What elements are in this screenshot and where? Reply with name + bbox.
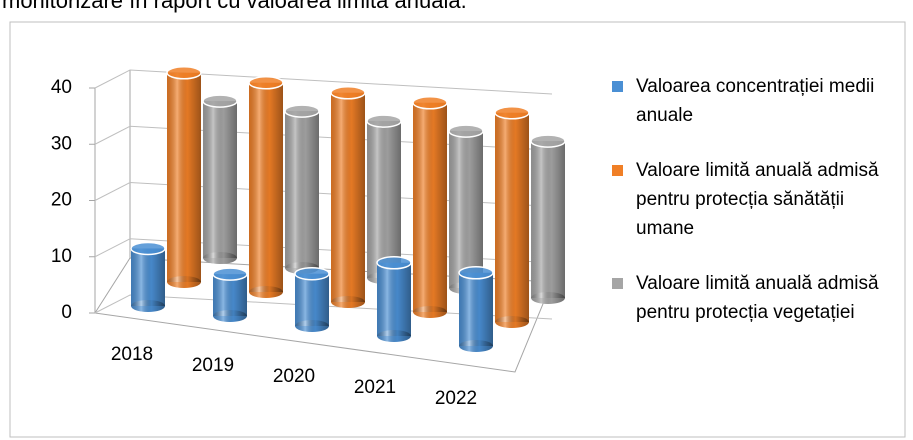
caption: monitorizare în raport cu valoarea limit… <box>2 0 467 13</box>
cylinder-top <box>166 66 202 80</box>
x-tick-label: 2022 <box>435 388 477 409</box>
cylinder-top <box>376 256 412 270</box>
y-tick-label: 10 <box>51 246 72 267</box>
cylinder-shade <box>331 92 365 302</box>
cylinder-shade <box>249 82 283 292</box>
cylinder <box>248 76 284 298</box>
chart-border <box>9 21 906 438</box>
legend-swatch <box>612 165 623 176</box>
y-tick-label: 30 <box>51 133 72 154</box>
cylinder-shade <box>495 112 529 322</box>
legend-item: Valoarea concentrației medii anuale <box>612 72 887 130</box>
grid-line <box>94 238 553 264</box>
cylinder <box>166 66 202 288</box>
cylinder-shade <box>459 272 493 346</box>
cylinder <box>212 267 248 322</box>
cylinder <box>376 256 412 342</box>
x-tick-label: 2020 <box>273 366 315 387</box>
cylinder <box>130 241 166 312</box>
cylinder <box>294 266 330 332</box>
cylinder-shade <box>213 274 247 316</box>
cylinder-top <box>130 241 166 256</box>
cylinder <box>458 266 494 352</box>
y-tick-label: 20 <box>51 190 72 211</box>
legend-item: Valoare limită anuală admisă pentru prot… <box>612 269 887 327</box>
cylinder-top <box>294 266 330 281</box>
legend-label: Valoare limită anuală admisă pentru prot… <box>636 273 879 323</box>
cylinder-top <box>330 86 366 100</box>
cylinder <box>412 96 448 318</box>
cylinder-shade <box>295 273 329 326</box>
legend-swatch <box>612 81 623 92</box>
legend-item: Valoare limită anuală admisă pentru prot… <box>612 156 887 243</box>
cylinder-shade <box>413 102 447 312</box>
cylinder <box>202 94 238 264</box>
cylinder-top <box>494 106 530 120</box>
cylinder <box>494 106 530 328</box>
cylinder-shade <box>131 248 165 306</box>
cylinder-top <box>202 94 238 108</box>
grid-line <box>94 125 553 151</box>
legend: Valoarea concentrației medii anuale Valoa… <box>612 72 887 353</box>
legend-label: Valoarea concentrației medii anuale <box>636 76 875 126</box>
cylinder <box>330 86 366 308</box>
grid-line <box>94 69 553 95</box>
grid-line <box>94 181 553 207</box>
legend-label: Valoare limită anuală admisă pentru prot… <box>636 160 879 239</box>
cylinder-top <box>284 104 320 118</box>
grid-line <box>94 294 553 320</box>
cylinder <box>284 104 320 274</box>
cylinder-top <box>412 96 448 110</box>
cylinder-top <box>458 266 494 280</box>
cylinder-shade <box>203 101 237 258</box>
cylinder <box>530 134 566 304</box>
cylinder-top <box>530 134 566 148</box>
legend-swatch <box>612 278 623 289</box>
cylinder-shade <box>377 262 411 336</box>
cylinder-shade <box>367 121 401 278</box>
y-tick-label: 40 <box>51 77 72 98</box>
cylinder-shade <box>449 131 483 288</box>
x-tick-label: 2019 <box>192 355 234 376</box>
cylinder-shade <box>285 111 319 268</box>
cylinder-shade <box>167 72 201 282</box>
cylinder-top <box>448 124 484 138</box>
cylinder <box>366 114 402 284</box>
cylinder-shade <box>531 141 565 298</box>
cylinder-top <box>212 267 248 281</box>
y-tick-label: 0 <box>61 302 72 323</box>
x-tick-label: 2021 <box>354 377 396 398</box>
cylinder-top <box>366 114 402 128</box>
cylinder-top <box>248 76 284 90</box>
x-tick-label: 2018 <box>111 344 153 365</box>
